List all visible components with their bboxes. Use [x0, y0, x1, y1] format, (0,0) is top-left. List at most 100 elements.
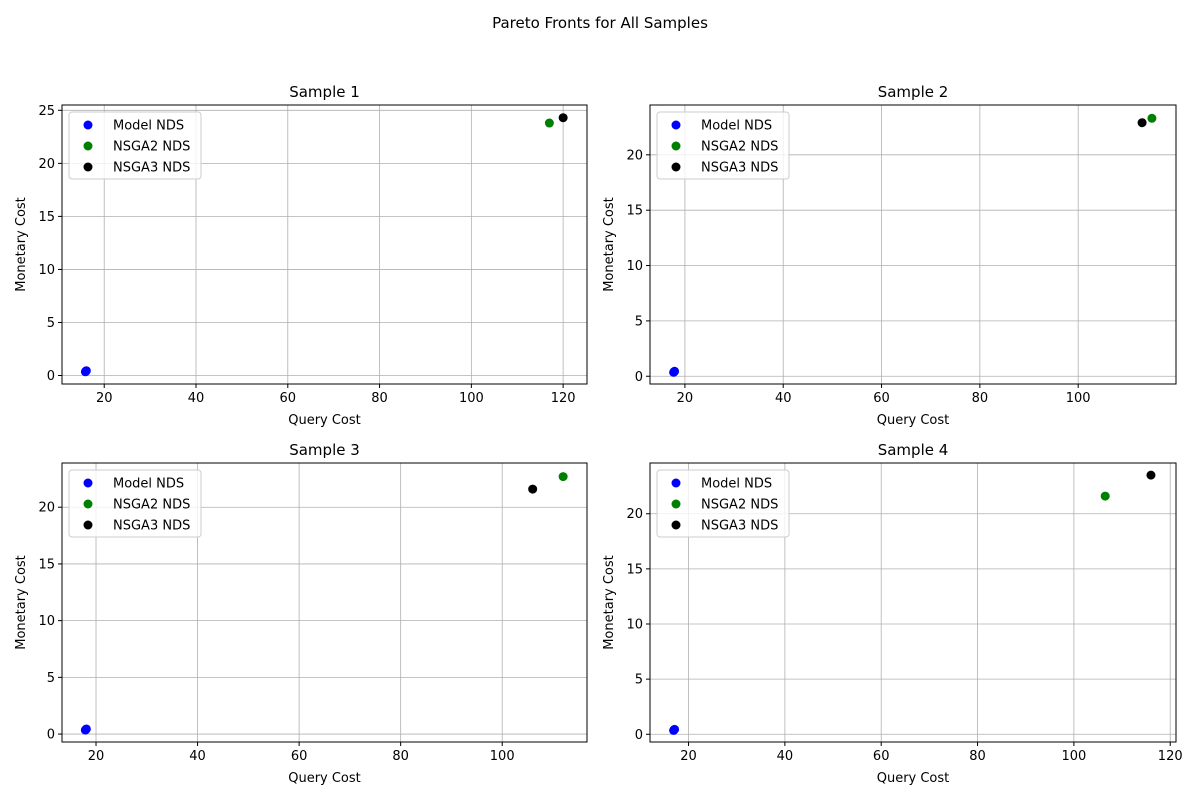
x-axis-title: Query Cost — [877, 413, 950, 428]
y-tick-label: 0 — [635, 728, 643, 743]
axes-frame — [61, 104, 588, 385]
y-axis-title: Monetary Cost — [14, 197, 29, 292]
x-tick-label: 40 — [188, 391, 205, 406]
x-tick-label: 60 — [873, 749, 890, 764]
legend: Model NDS NSGA2 NDS NSGA3 NDS — [68, 469, 202, 538]
subplot-2: 20 40 60 80 100 0 5 10 15 20 Sample 2 Query Cost Mon… — [602, 83, 1177, 428]
x-tick-label: 80 — [972, 391, 989, 406]
legend-marker — [83, 520, 93, 530]
subplot-title: Sample 1 — [289, 83, 360, 101]
legend-marker — [83, 120, 93, 130]
legend-box — [68, 111, 202, 180]
x-tick-label: 80 — [392, 749, 409, 764]
x-axis-title: Query Cost — [288, 771, 361, 786]
y-tick-label: 10 — [38, 263, 55, 278]
data-point — [670, 366, 680, 376]
x-tick-label: 80 — [969, 749, 986, 764]
y-tick-label: 5 — [635, 673, 643, 688]
y-tick-label: 5 — [47, 671, 55, 686]
legend-marker — [83, 141, 93, 151]
legend-box — [68, 469, 202, 538]
x-tick-label: 60 — [280, 391, 297, 406]
data-point — [81, 366, 91, 376]
data-point — [670, 724, 680, 734]
y-tick-label: 10 — [626, 618, 643, 633]
data-point — [1100, 491, 1110, 501]
legend: Model NDS NSGA2 NDS NSGA3 NDS — [656, 111, 790, 180]
subplot-title: Sample 2 — [878, 83, 949, 101]
legend-marker — [83, 162, 93, 172]
legend-marker — [671, 120, 681, 130]
legend-label: NSGA3 NDS — [701, 161, 778, 176]
x-tick-label: 60 — [291, 749, 308, 764]
x-tick-label: 20 — [88, 749, 105, 764]
subplot-title: Sample 4 — [878, 441, 949, 459]
y-tick-label: 15 — [38, 210, 55, 225]
legend-marker — [671, 478, 681, 488]
x-tick-label: 60 — [873, 391, 890, 406]
x-tick-label: 120 — [1158, 749, 1183, 764]
legend-marker — [671, 141, 681, 151]
figure-title: Pareto Fronts for All Samples — [492, 14, 708, 32]
data-point — [81, 724, 91, 734]
x-tick-label: 100 — [1066, 391, 1091, 406]
y-tick-label: 15 — [38, 557, 55, 572]
legend-label: NSGA2 NDS — [113, 140, 190, 155]
subplot-1: 20 40 60 80 100 120 0 5 10 15 20 25 Sample 1 Query Co… — [14, 83, 588, 428]
legend-label: NSGA2 NDS — [701, 498, 778, 513]
x-axis-title: Query Cost — [288, 413, 361, 428]
x-tick-label: 40 — [777, 749, 794, 764]
y-axis-title: Monetary Cost — [602, 555, 617, 650]
legend-marker — [83, 478, 93, 488]
y-tick-label: 20 — [38, 157, 55, 172]
axes-frame — [649, 462, 1177, 743]
x-tick-label: 20 — [680, 749, 697, 764]
legend-marker — [671, 499, 681, 509]
axes-frame — [61, 462, 588, 743]
y-tick-label: 10 — [626, 259, 643, 274]
y-axis-title: Monetary Cost — [14, 555, 29, 650]
legend-box — [656, 111, 790, 180]
x-tick-label: 40 — [775, 391, 792, 406]
x-tick-label: 120 — [551, 391, 576, 406]
y-tick-label: 15 — [626, 204, 643, 219]
legend-label: Model NDS — [113, 477, 184, 492]
legend-marker — [671, 520, 681, 530]
legend-marker — [83, 499, 93, 509]
y-tick-label: 0 — [635, 370, 643, 385]
y-tick-label: 20 — [626, 148, 643, 163]
legend-label: Model NDS — [113, 119, 184, 134]
legend: Model NDS NSGA2 NDS NSGA3 NDS — [68, 111, 202, 180]
data-point — [528, 484, 538, 494]
axes-frame — [649, 104, 1177, 385]
data-point — [1147, 113, 1157, 123]
subplot-title: Sample 3 — [289, 441, 360, 459]
x-tick-label: 100 — [490, 749, 515, 764]
legend-label: NSGA2 NDS — [701, 140, 778, 155]
legend-label: NSGA3 NDS — [113, 519, 190, 534]
y-axis-title: Monetary Cost — [602, 197, 617, 292]
x-axis-title: Query Cost — [877, 771, 950, 786]
data-point — [558, 472, 568, 482]
y-tick-label: 15 — [626, 562, 643, 577]
x-tick-label: 100 — [1061, 749, 1086, 764]
legend-label: NSGA3 NDS — [113, 161, 190, 176]
x-tick-label: 40 — [189, 749, 206, 764]
data-point — [1146, 470, 1156, 480]
x-tick-label: 100 — [459, 391, 484, 406]
y-tick-label: 10 — [38, 614, 55, 629]
legend-label: NSGA2 NDS — [113, 498, 190, 513]
y-tick-label: 5 — [47, 316, 55, 331]
y-tick-label: 20 — [38, 501, 55, 516]
y-tick-label: 0 — [47, 369, 55, 384]
data-point — [544, 118, 554, 128]
legend-label: Model NDS — [701, 119, 772, 134]
y-tick-label: 0 — [47, 728, 55, 743]
data-point — [1137, 118, 1147, 128]
subplot-4: 20 40 60 80 100 120 0 5 10 15 20 Sample 4 Query Cost… — [602, 441, 1183, 786]
legend-label: NSGA3 NDS — [701, 519, 778, 534]
x-tick-label: 80 — [371, 391, 388, 406]
legend-box — [656, 469, 790, 538]
